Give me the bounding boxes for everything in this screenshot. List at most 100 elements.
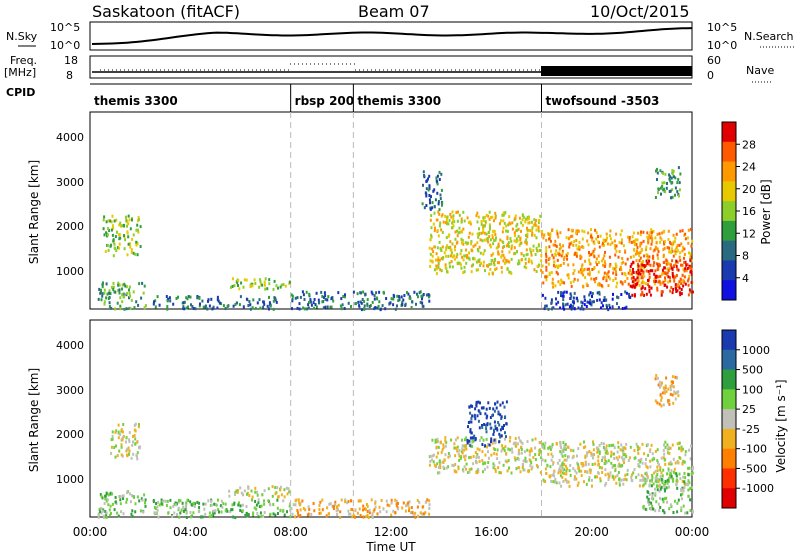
scatter-cell xyxy=(626,276,629,280)
scatter-cell xyxy=(493,452,496,456)
scatter-cell xyxy=(671,169,674,173)
scatter-cell xyxy=(578,469,581,473)
scatter-cell xyxy=(687,494,690,498)
scatter-cell xyxy=(569,297,572,300)
power-ytick-2000: 2000 xyxy=(56,220,84,233)
scatter-cell xyxy=(655,500,658,504)
scatter-cell xyxy=(488,406,491,410)
scatter-cell xyxy=(428,512,431,516)
scatter-cell xyxy=(669,503,672,507)
scatter-cell xyxy=(558,481,561,485)
scatter-cell xyxy=(604,458,607,462)
scatter-cell xyxy=(131,509,134,513)
scatter-cell xyxy=(506,469,509,473)
scatter-cell xyxy=(663,266,666,270)
scatter-cell xyxy=(501,230,504,234)
scatter-cell xyxy=(354,515,356,519)
scatter-cell xyxy=(656,376,659,380)
cpid-segment-label: themis 3300 xyxy=(94,94,178,108)
scatter-cell xyxy=(359,291,362,295)
cpid-segments: themis 3300 rbsp 200 themis 3300 twofsound … xyxy=(94,84,659,112)
scatter-cell xyxy=(350,305,352,308)
scatter-cell xyxy=(604,239,607,243)
scatter-cell xyxy=(631,235,634,239)
scatter-cell xyxy=(609,243,612,246)
nsearch-tick-top: 10^5 xyxy=(707,21,737,34)
scatter-cell xyxy=(103,291,106,295)
scatter-cell xyxy=(529,247,531,251)
scatter-cell xyxy=(470,240,473,244)
scatter-cell xyxy=(120,428,123,432)
scatter-cell xyxy=(530,461,533,465)
scatter-cell xyxy=(609,234,611,238)
scatter-cell xyxy=(537,229,540,233)
scatter-cell xyxy=(622,260,625,264)
scatter-cell xyxy=(445,440,448,444)
scatter-cell xyxy=(121,224,124,228)
scatter-cell xyxy=(505,435,507,439)
scatter-cell xyxy=(236,281,239,285)
scatter-cell xyxy=(435,176,438,180)
nsky-tick-bottom: 10^0 xyxy=(50,39,80,52)
scatter-cell xyxy=(437,264,440,268)
scatter-cell xyxy=(663,452,666,456)
scatter-cell xyxy=(160,502,163,506)
scatter-cell xyxy=(669,474,672,478)
scatter-cell xyxy=(519,470,522,474)
scatter-cell xyxy=(588,258,591,262)
scatter-cell xyxy=(614,277,617,281)
scatter-cell xyxy=(550,298,553,302)
scatter-cell xyxy=(598,443,601,447)
scatter-cell xyxy=(488,443,491,447)
scatter-cell xyxy=(656,171,659,175)
scatter-cell xyxy=(526,448,529,452)
scatter-cell xyxy=(107,493,110,497)
scatter-cell xyxy=(677,390,680,394)
scatter-cell xyxy=(157,500,160,504)
scatter-cell xyxy=(450,438,453,442)
scatter-cell xyxy=(324,297,327,301)
scatter-cell xyxy=(616,450,619,454)
scatter-cell xyxy=(664,386,667,390)
scatter-cell xyxy=(463,465,466,469)
scatter-cell xyxy=(435,258,437,262)
scatter-cell xyxy=(274,513,277,517)
scatter-cell xyxy=(461,447,464,451)
scatter-cell xyxy=(221,505,224,509)
scatter-cell xyxy=(136,440,139,444)
scatter-cell xyxy=(595,237,598,241)
scatter-cell xyxy=(444,444,447,448)
scatter-cell xyxy=(396,294,399,298)
scatter-cell xyxy=(580,255,583,259)
scatter-cell xyxy=(586,267,589,271)
scatter-cell xyxy=(185,516,188,519)
scatter-cell xyxy=(291,512,294,516)
scatter-cell xyxy=(379,510,382,514)
scatter-cell xyxy=(279,485,282,489)
scatter-cell xyxy=(524,459,527,463)
scatter-cell xyxy=(388,504,391,508)
scatter-cell xyxy=(109,513,111,517)
scatter-cell xyxy=(573,269,576,272)
scatter-cell xyxy=(636,238,639,242)
scatter-cell xyxy=(605,298,608,302)
scatter-cell xyxy=(687,283,690,287)
scatter-cell xyxy=(444,214,447,218)
scatter-cell xyxy=(635,475,638,479)
scatter-cell xyxy=(429,207,432,211)
scatter-cell xyxy=(140,296,143,300)
scatter-cell xyxy=(658,385,661,389)
scatter-cell xyxy=(467,241,469,245)
scatter-cell xyxy=(489,267,492,271)
scatter-cell xyxy=(441,203,443,207)
scatter-cell xyxy=(113,219,116,223)
scatter-cell xyxy=(663,181,666,185)
scatter-cell xyxy=(286,492,289,496)
scatter-cell xyxy=(511,227,514,231)
scatter-cell xyxy=(582,273,585,277)
scatter-cell xyxy=(552,256,555,260)
scatter-cell xyxy=(222,502,225,506)
scatter-cell xyxy=(590,228,592,232)
scatter-cell xyxy=(687,473,690,477)
scatter-cell xyxy=(683,275,686,279)
